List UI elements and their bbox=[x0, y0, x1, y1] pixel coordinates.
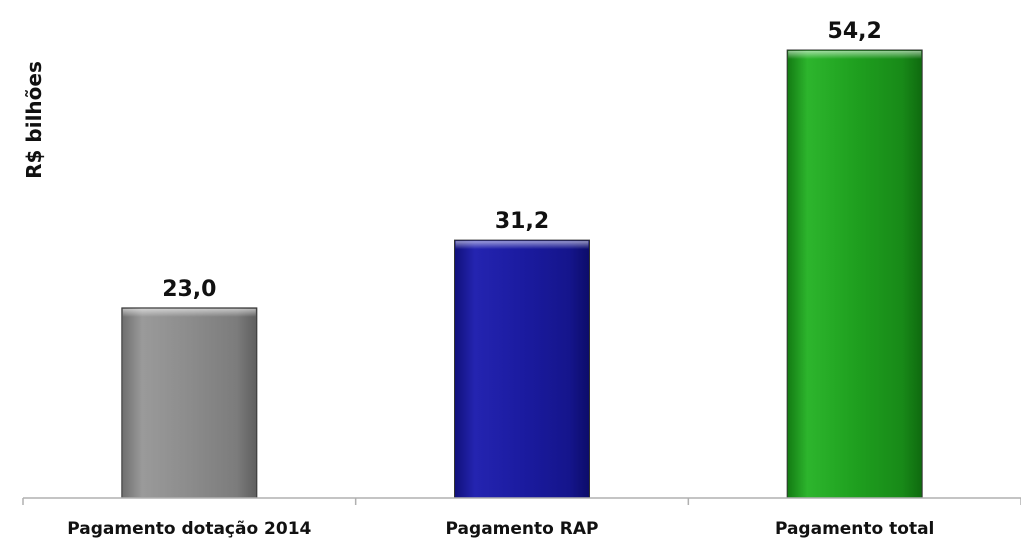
bars-group bbox=[121, 49, 923, 499]
x-axis-ticks bbox=[22, 498, 1021, 505]
bar-value-label: 31,2 bbox=[495, 209, 549, 234]
bar-top-highlight bbox=[455, 241, 589, 250]
y-axis-label: R$ bilhões bbox=[22, 61, 46, 179]
value-labels-group: 23,0 31,2 54,2 bbox=[162, 19, 882, 302]
bar bbox=[454, 239, 590, 499]
bar bbox=[786, 49, 923, 499]
x-axis-tick-labels: Pagamento dotação 2014 Pagamento RAP Pagam… bbox=[67, 519, 934, 539]
bar-value-label: 54,2 bbox=[828, 19, 882, 44]
bar bbox=[121, 307, 258, 499]
bar-top-highlight bbox=[122, 308, 256, 317]
x-tick-label: Pagamento total bbox=[775, 519, 934, 539]
bar-top-highlight bbox=[788, 51, 922, 59]
x-tick-label: Pagamento RAP bbox=[446, 519, 599, 539]
bar-value-label: 23,0 bbox=[162, 277, 216, 302]
x-tick-label: Pagamento dotação 2014 bbox=[67, 519, 311, 539]
